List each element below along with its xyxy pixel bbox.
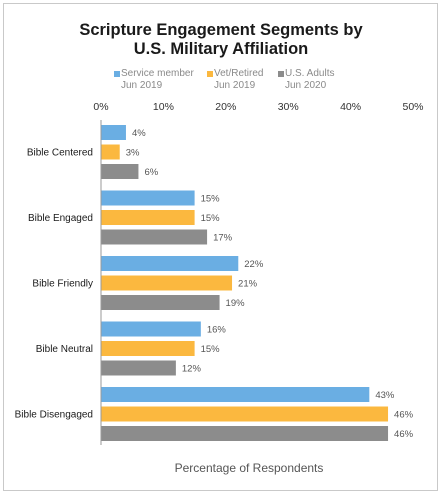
data-label: 19% [226,298,246,309]
bar [101,125,126,140]
x-tick-label: 0% [93,101,108,113]
x-axis-ticks: 0% 10% 20% 30% 40% 50% [93,101,423,113]
bar [101,295,220,310]
category-label: Bible Neutral [36,344,93,355]
data-label: 15% [201,194,221,205]
category-labels: Bible Centered Bible Engaged Bible Friendl… [15,148,93,421]
data-label: 46% [394,429,414,440]
legend-label-service-member: Service member [121,68,194,79]
category-label: Bible Disengaged [15,410,93,421]
data-label: 43% [375,390,395,401]
x-axis-label: Percentage of Respondents [175,461,324,475]
bar [101,321,201,337]
data-label: 3% [126,148,140,159]
data-label: 6% [144,167,158,178]
legend-sub-us-adults: Jun 2020 [285,80,327,91]
legend-label-us-adults: U.S. Adults [285,68,335,79]
x-tick-label: 20% [215,101,236,113]
data-labels: 4% 3% 6% 15% 15% 17% 22% 21% 19% 16% 15% 12% 43% 46% 4… [126,128,414,440]
legend-sub-service-member: Jun 2019 [121,80,163,91]
chart-title-line-1: Scripture Engagement Segments by [79,21,363,39]
bar [101,406,389,422]
data-label: 22% [244,259,264,270]
data-label: 46% [394,410,414,421]
bar [101,229,208,245]
bar [101,341,195,356]
bar [101,360,176,376]
bar [101,164,139,179]
bar [101,426,389,441]
data-label: 15% [201,213,221,224]
x-tick-label: 10% [153,101,174,113]
data-label: 4% [132,128,146,139]
x-tick-label: 50% [402,101,423,113]
bar [101,144,120,160]
data-label: 15% [201,344,221,355]
bars [101,125,389,441]
bar [101,387,370,402]
legend-label-vet-retired: Vet/Retired [214,68,264,79]
data-label: 17% [213,233,233,244]
category-label: Bible Engaged [28,213,93,224]
category-label: Bible Centered [27,148,93,159]
legend-swatch-us-adults [278,71,284,77]
legend-swatch-vet-retired [207,71,213,77]
bar [101,190,195,206]
legend-sub-vet-retired: Jun 2019 [214,80,256,91]
data-label: 12% [182,364,202,375]
data-label: 21% [238,279,258,290]
bar [101,275,233,291]
bar [101,210,195,225]
x-tick-label: 30% [278,101,299,113]
category-label: Bible Friendly [32,279,93,290]
bar [101,256,239,271]
x-tick-label: 40% [340,101,361,113]
data-label: 16% [207,325,227,336]
legend-swatch-service-member [114,71,120,77]
chart-title-line-2: U.S. Military Affiliation [133,40,309,58]
